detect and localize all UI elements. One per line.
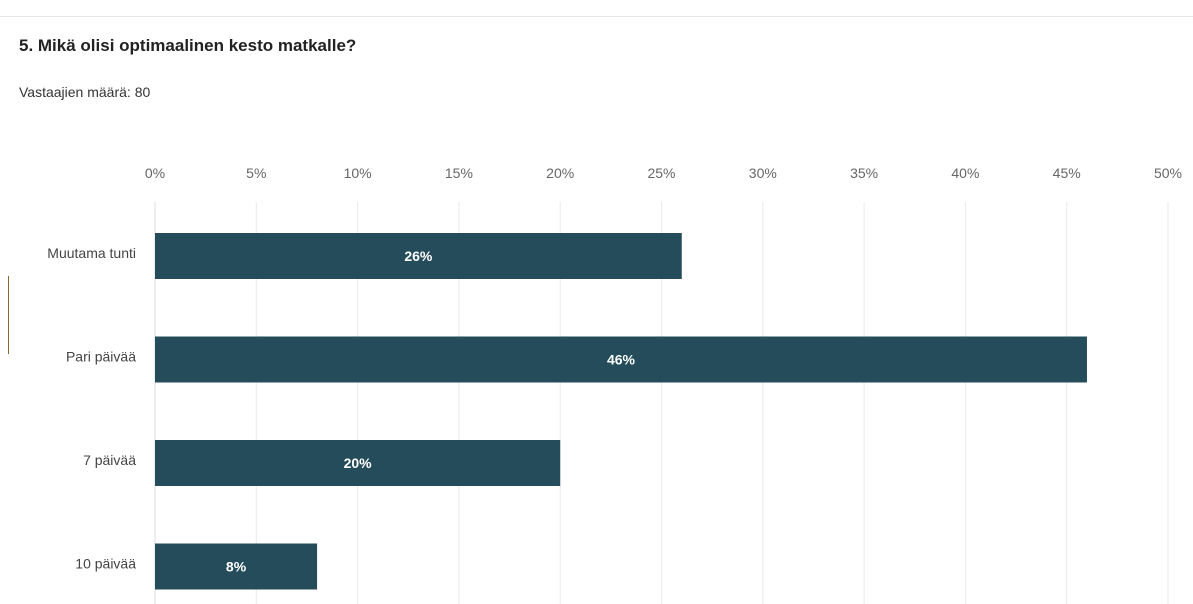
x-tick-label: 5%: [246, 165, 266, 181]
x-tick-label: 15%: [445, 165, 473, 181]
bar-value-label: 8%: [226, 559, 247, 575]
bar-value-label: 20%: [344, 455, 373, 471]
x-tick-label: 30%: [749, 165, 777, 181]
x-tick-label: 0%: [145, 165, 165, 181]
x-tick-label: 40%: [951, 165, 979, 181]
x-tick-label: 50%: [1154, 165, 1182, 181]
bar: [155, 233, 682, 279]
card-edge-accent: [8, 276, 9, 354]
category-label: Muutama tunti: [47, 245, 136, 261]
x-tick-label: 20%: [546, 165, 574, 181]
x-tick-label: 45%: [1053, 165, 1081, 181]
respondent-count-label: Vastaajien määrä:: [19, 84, 131, 100]
bar: [155, 336, 1087, 383]
bars: 26% 46% 20% 8%: [155, 233, 1087, 590]
x-tick-label: 25%: [647, 165, 675, 181]
card-top-border: [0, 16, 1193, 17]
x-tick-label: 10%: [344, 165, 372, 181]
bar: [155, 543, 318, 590]
category-labels: Muutama tunti Pari päivää 7 päivää 10 päivä…: [47, 245, 136, 572]
bar: [155, 440, 561, 486]
category-label: 7 päivää: [83, 452, 136, 468]
x-tick-label: 35%: [850, 165, 878, 181]
category-label: Pari päivää: [66, 349, 136, 365]
category-label: 10 päivää: [75, 556, 136, 572]
question-title: 5. Mikä olisi optimaalinen kesto matkall…: [19, 36, 357, 55]
bar-value-label: 46%: [607, 352, 636, 368]
respondent-count: Vastaajien määrä: 80: [19, 84, 150, 100]
bar-value-label: 26%: [404, 248, 433, 264]
respondent-count-value: 80: [134, 84, 151, 100]
x-axis-ticks: 0% 5% 10% 15% 20% 25% 30% 35% 40% 45% 50%: [145, 165, 1182, 181]
